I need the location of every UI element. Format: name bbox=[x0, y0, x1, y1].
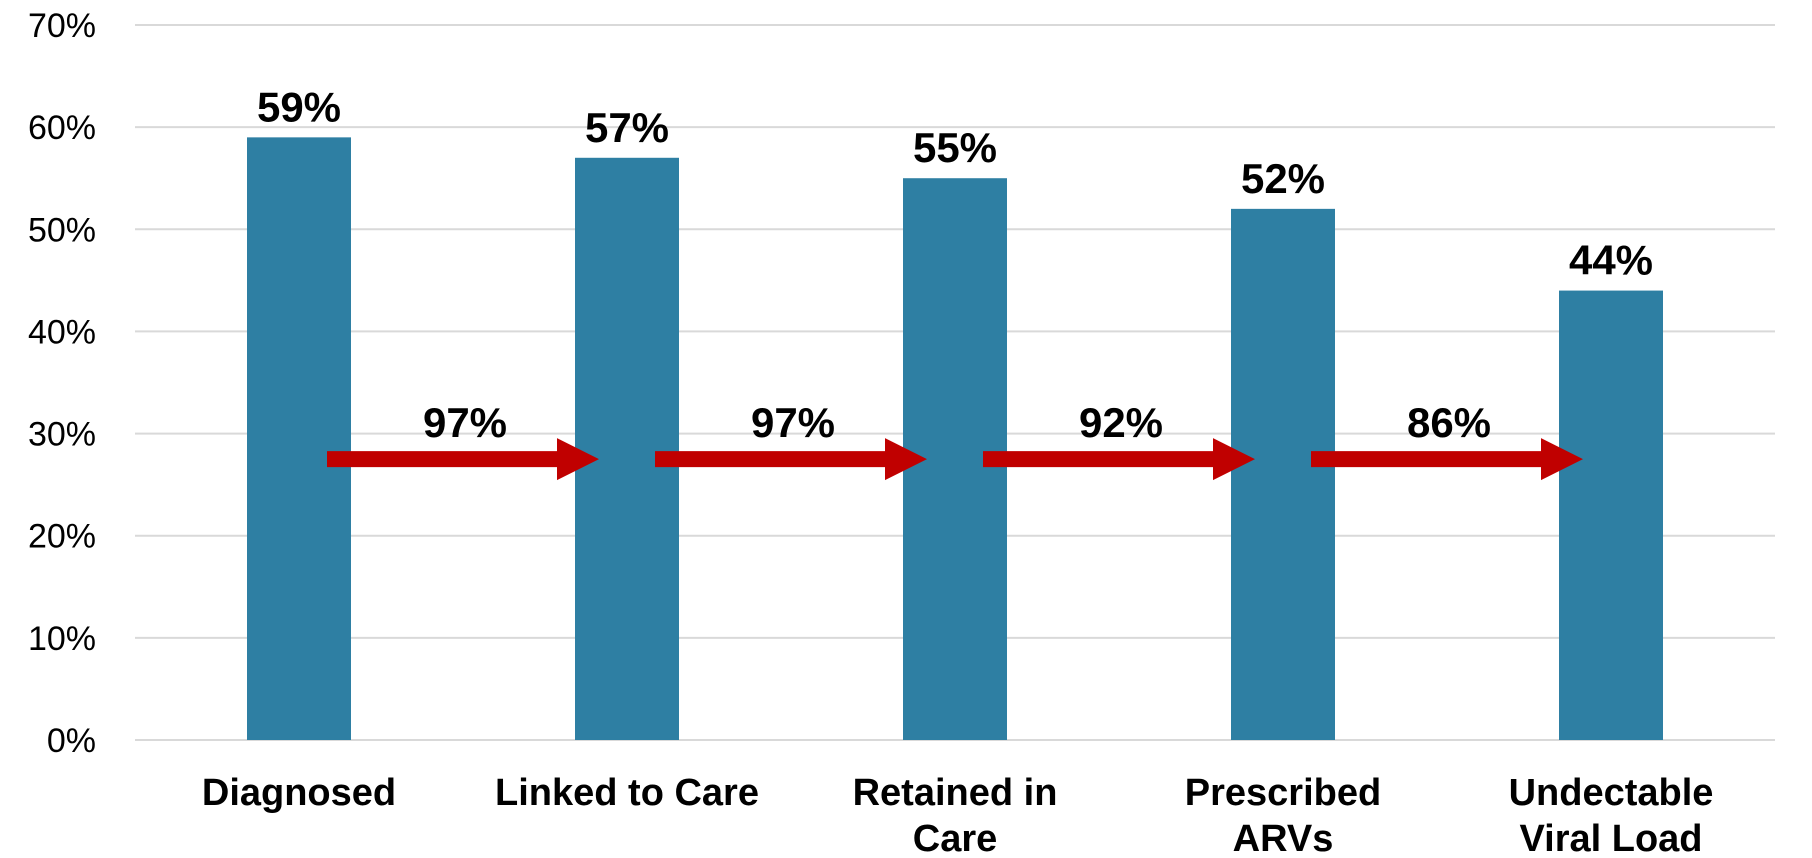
y-tick-label: 50% bbox=[28, 211, 96, 249]
bars bbox=[247, 137, 1663, 741]
category-label: Retained in Care bbox=[853, 772, 1058, 858]
y-tick-label: 10% bbox=[28, 620, 96, 658]
transition-rate-label: 92% bbox=[1079, 399, 1163, 446]
bar bbox=[247, 137, 351, 740]
transition-arrows: 97% 97% 92% 86% bbox=[327, 399, 1583, 481]
category-label: Undectable Viral Load bbox=[1509, 772, 1714, 858]
y-axis-ticks: 0% 10% 20% 30% 40% 50% 60% 70% bbox=[28, 7, 96, 760]
bar bbox=[1231, 208, 1335, 740]
category-label: Linked to Care bbox=[495, 772, 759, 814]
y-tick-label: 60% bbox=[28, 109, 96, 147]
y-tick-label: 0% bbox=[47, 722, 96, 760]
bar-value-label: 52% bbox=[1241, 155, 1325, 202]
transition-rate-label: 97% bbox=[751, 399, 835, 446]
bar-value-label: 57% bbox=[585, 104, 669, 151]
bar-value-label: 44% bbox=[1569, 237, 1653, 284]
bar-value-label: 59% bbox=[257, 83, 341, 130]
transition-rate-label: 97% bbox=[423, 399, 507, 446]
transition-arrow bbox=[327, 438, 599, 481]
bar-value-label: 55% bbox=[913, 124, 997, 171]
y-tick-label: 40% bbox=[28, 313, 96, 351]
category-label: Diagnosed bbox=[202, 772, 396, 814]
transition-rate-label: 86% bbox=[1407, 399, 1491, 446]
bar bbox=[575, 157, 679, 741]
category-label: Prescribed ARVs bbox=[1185, 772, 1381, 858]
bar bbox=[1559, 290, 1663, 740]
transition-arrow bbox=[1311, 438, 1583, 481]
transition-arrow bbox=[655, 438, 927, 481]
category-labels: Diagnosed Linked to Care Retained in Care Pr… bbox=[202, 772, 1714, 858]
transition-arrow bbox=[983, 438, 1255, 481]
data-labels: 59% 57% 55% 52% 44% bbox=[257, 83, 1653, 283]
y-tick-label: 20% bbox=[28, 518, 96, 556]
y-tick-label: 70% bbox=[28, 7, 96, 45]
y-tick-label: 30% bbox=[28, 416, 96, 454]
